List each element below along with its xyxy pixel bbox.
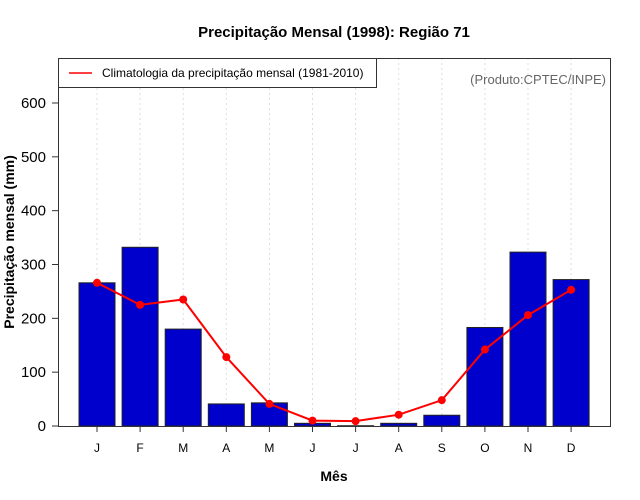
bar-series <box>78 246 590 427</box>
climatology-point <box>480 345 489 354</box>
climatology-point <box>308 416 317 425</box>
x-tick-label: J <box>310 441 316 455</box>
climatology-point <box>179 295 188 304</box>
climatology-point <box>222 353 231 362</box>
x-axis-label: Mês <box>320 468 347 484</box>
bar <box>207 403 245 427</box>
climatology-point <box>351 417 360 426</box>
y-tick-label: 200 <box>21 310 46 327</box>
bar <box>164 328 202 427</box>
x-tick-label: J <box>94 441 100 455</box>
x-tick-label: O <box>480 441 489 455</box>
climatology-line <box>96 281 572 423</box>
climatology-series <box>93 278 576 426</box>
chart-title: Precipitação Mensal (1998): Região 71 <box>198 24 470 41</box>
climatology-point <box>394 410 403 419</box>
y-tick-label: 600 <box>21 95 46 112</box>
y-axis: 0 100 200 300 400 500 600 <box>21 95 58 435</box>
x-tick-label: M <box>264 441 274 455</box>
credit-annotation: (Produto:CPTEC/INPE) <box>470 72 606 87</box>
legend: Climatologia da precipitação mensal (198… <box>58 58 377 88</box>
x-tick-label: D <box>567 441 576 455</box>
bar <box>466 326 504 427</box>
climatology-point <box>136 300 145 309</box>
climatology-point <box>524 311 532 320</box>
x-tick-label: J <box>353 441 359 455</box>
bar <box>552 279 590 427</box>
bar <box>509 251 547 427</box>
x-tick-label: F <box>136 441 143 455</box>
y-tick-label: 400 <box>21 203 46 220</box>
climatology-point <box>265 399 274 408</box>
climatology-point <box>437 396 446 405</box>
bar <box>121 246 159 427</box>
legend-entry: Climatologia da precipitação mensal (198… <box>102 66 363 80</box>
climatology-point <box>93 278 101 287</box>
y-tick-label: 500 <box>21 149 46 166</box>
x-tick-label: N <box>524 441 533 455</box>
y-tick-label: 300 <box>21 257 46 274</box>
x-tick-label: A <box>395 441 403 455</box>
climatology-point <box>567 285 576 294</box>
x-tick-label: A <box>222 441 230 455</box>
bar <box>78 282 116 427</box>
y-axis-label: Precipitação mensal (mm) <box>1 155 17 329</box>
bar <box>423 414 461 427</box>
legend-box <box>58 58 377 88</box>
y-tick-label: 100 <box>21 364 46 381</box>
y-tick-label: 0 <box>38 418 46 435</box>
x-tick-label: S <box>438 441 446 455</box>
bar <box>380 422 418 427</box>
x-tick-label: M <box>178 441 188 455</box>
